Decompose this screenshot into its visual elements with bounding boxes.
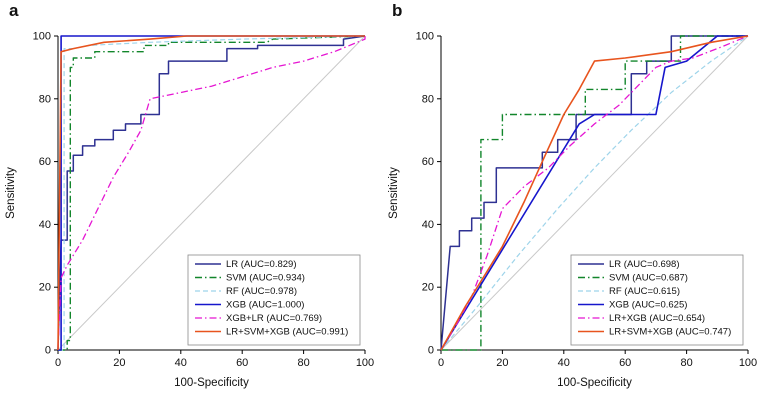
panel-b: b 0 20 40 60 80 100 0 20 40 60 80 100 100-Specificit… — [383, 0, 766, 400]
y-axis-label: Sensitivity — [5, 167, 17, 219]
legend-box — [187, 254, 361, 346]
series-line-LR+SVM+XGB — [440, 35, 749, 351]
x-tick-label: 100 — [739, 357, 757, 369]
x-tick-label: 0 — [55, 357, 61, 369]
x-tick-label: 60 — [619, 357, 631, 369]
series-line-RF — [440, 35, 749, 351]
y-tick-label: 100 — [33, 31, 51, 43]
y-tick-label: 40 — [422, 219, 434, 231]
panel-b-letter: b — [392, 1, 403, 20]
roc-plot: 0 20 40 60 80 100 0 20 40 60 80 100 100-Specificity S… — [388, 31, 757, 390]
roc-chart-a: 0 20 40 60 80 100 0 20 40 60 80 100 100-Specificity S… — [0, 0, 383, 400]
series-line-LR+XGB — [440, 35, 749, 351]
x-tick-label: 80 — [680, 357, 692, 369]
legend-label: SVM (AUC=0.687) — [609, 273, 688, 284]
series-line-SVM — [441, 35, 748, 351]
legend-label: SVM (AUC=0.934) — [226, 273, 305, 284]
y-tick-label: 80 — [422, 93, 434, 105]
x-tick-label: 60 — [236, 357, 248, 369]
y-tick-label: 60 — [422, 156, 434, 168]
x-tick-label: 40 — [175, 357, 187, 369]
y-tick-label: 0 — [428, 345, 434, 357]
x-tick-label: 20 — [496, 357, 508, 369]
x-tick-label: 80 — [297, 357, 309, 369]
panel-a: a 0 20 40 60 80 100 0 20 40 60 80 100 100-Specificit… — [0, 0, 383, 400]
legend-label: RF (AUC=0.615) — [609, 286, 680, 297]
x-tick-label: 100 — [356, 357, 374, 369]
y-axis-label: Sensitivity — [388, 167, 400, 219]
x-axis-label: 100-Specificity — [557, 377, 632, 389]
legend-label: LR+SVM+XGB (AUC=0.747) — [609, 327, 731, 338]
series-line-LR — [440, 35, 748, 351]
y-tick-label: 20 — [39, 282, 51, 294]
legend-label: LR+XGB (AUC=0.654) — [609, 313, 705, 324]
legend-label: XGB+LR (AUC=0.769) — [226, 313, 322, 324]
y-tick-label: 60 — [39, 156, 51, 168]
legend-label: LR+SVM+XGB (AUC=0.991) — [226, 327, 348, 338]
roc-chart-b: 0 20 40 60 80 100 0 20 40 60 80 100 100-Specificity S… — [383, 0, 766, 400]
x-tick-label: 40 — [558, 357, 570, 369]
y-tick-label: 40 — [39, 219, 51, 231]
legend-label: XGB (AUC=0.625) — [609, 300, 687, 311]
x-axis-label: 100-Specificity — [174, 377, 249, 389]
panel-a-letter: a — [9, 1, 19, 20]
legend-label: RF (AUC=0.978) — [226, 286, 297, 297]
series-line-LR — [57, 35, 366, 351]
x-tick-label: 20 — [113, 357, 125, 369]
y-tick-label: 20 — [422, 282, 434, 294]
diagonal-reference-line — [57, 35, 366, 351]
y-tick-label: 100 — [416, 31, 434, 43]
y-tick-label: 80 — [39, 93, 51, 105]
roc-plot: 0 20 40 60 80 100 0 20 40 60 80 100 100-Specificity S… — [5, 31, 374, 390]
legend-label: XGB (AUC=1.000) — [226, 300, 304, 311]
y-tick-label: 0 — [45, 345, 51, 357]
series-line-SVM — [58, 35, 366, 351]
x-tick-label: 0 — [438, 357, 444, 369]
legend-label: LR (AUC=0.829) — [226, 259, 297, 270]
series-line-XGB+LR — [57, 36, 366, 351]
diagonal-reference-line — [440, 35, 749, 351]
legend-label: LR (AUC=0.698) — [609, 259, 680, 270]
series-line-XGB — [440, 35, 748, 351]
series-line-LR+SVM+XGB — [57, 35, 365, 351]
legend-box — [570, 254, 744, 346]
